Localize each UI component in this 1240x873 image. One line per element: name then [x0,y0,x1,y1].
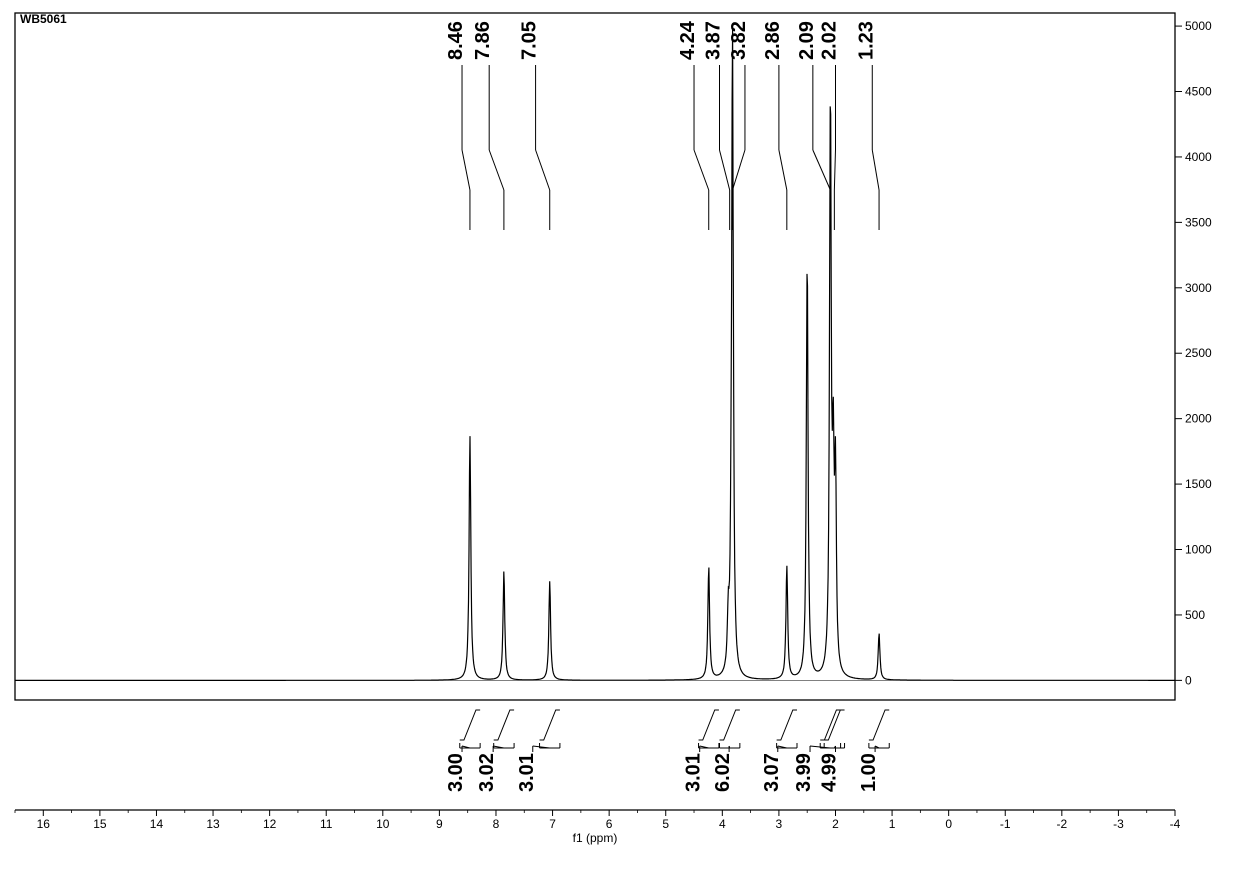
x-tick-label: 6 [606,817,613,831]
svg-text:7.05: 7.05 [519,21,541,60]
integral-curve [869,710,889,740]
x-tick-label: -3 [1113,817,1124,831]
y-tick-label: 2500 [1185,346,1212,360]
svg-text:3.99: 3.99 [793,753,815,792]
y-tick-label: 3500 [1185,215,1212,229]
x-tick-label: 14 [150,817,164,831]
svg-text:2.09: 2.09 [796,21,818,60]
spectrum-trace [15,29,1175,680]
svg-text:2.86: 2.86 [762,21,784,60]
svg-text:6.02: 6.02 [712,753,734,792]
svg-text:3.82: 3.82 [728,21,750,60]
peak-ppm-label: 3.82 [728,21,750,60]
svg-text:4.99: 4.99 [818,753,840,792]
svg-text:3.00: 3.00 [445,753,467,792]
x-tick-label: 0 [945,817,952,831]
peak-ppm-label: 4.24 [677,20,699,60]
y-tick-label: 500 [1185,608,1205,622]
x-tick-label: 5 [662,817,669,831]
integral-curve [460,710,480,740]
svg-text:2.02: 2.02 [818,21,840,60]
svg-text:3.07: 3.07 [761,753,783,792]
integration-label: 1.00 [858,753,880,792]
svg-text:3.01: 3.01 [516,753,538,792]
svg-text:7.86: 7.86 [472,21,494,60]
x-tick-label: 16 [37,817,51,831]
peak-ppm-label: 1.23 [855,21,877,60]
svg-text:3.87: 3.87 [702,21,724,60]
x-tick-label: 15 [93,817,107,831]
integration-label: 3.02 [476,753,498,792]
integral-curve [494,710,514,740]
y-tick-label: 1000 [1185,543,1212,557]
x-tick-label: -1 [1000,817,1011,831]
x-tick-label: -2 [1056,817,1067,831]
integral-curve [777,710,797,740]
x-tick-label: 3 [776,817,783,831]
y-tick-label: 0 [1185,673,1192,687]
x-tick-label: 8 [493,817,500,831]
integration-label: 4.99 [818,753,840,792]
peak-ppm-label: 2.02 [818,21,840,60]
peak-ppm-label: 7.05 [519,21,541,60]
svg-text:3.02: 3.02 [476,753,498,792]
integration-label: 3.00 [445,753,467,792]
y-tick-label: 3000 [1185,281,1212,295]
integral-curve [699,710,719,740]
x-tick-label: 11 [320,817,333,831]
x-tick-label: 13 [206,817,220,831]
svg-text:8.46: 8.46 [445,21,467,60]
plot-frame [15,13,1175,700]
peak-ppm-label: 2.86 [762,21,784,60]
svg-text:1.00: 1.00 [858,753,880,792]
y-tick-label: 4500 [1185,85,1212,99]
integration-label: 3.01 [683,753,705,792]
integration-label: 3.07 [761,753,783,792]
svg-text:4.24: 4.24 [677,20,699,60]
integral-curve [719,710,739,740]
peak-ppm-label: 7.86 [472,21,494,60]
x-tick-label: 10 [376,817,390,831]
x-tick-label: -4 [1170,817,1181,831]
integration-label: 6.02 [712,753,734,792]
x-tick-label: 7 [549,817,556,831]
peak-ppm-label: 2.09 [796,21,818,60]
y-tick-label: 1500 [1185,477,1212,491]
integration-label: 3.01 [516,753,538,792]
sample-id-label: WB5061 [20,12,67,26]
x-tick-label: 12 [263,817,277,831]
svg-text:1.23: 1.23 [855,21,877,60]
x-axis-label: f1 (ppm) [573,831,618,845]
x-tick-label: 1 [889,817,896,831]
integral-curve [540,710,560,740]
x-tick-label: 9 [436,817,443,831]
y-tick-label: 4000 [1185,150,1212,164]
peak-ppm-label: 8.46 [445,21,467,60]
peak-ppm-label: 3.87 [702,21,724,60]
y-tick-label: 5000 [1185,19,1212,33]
y-tick-label: 2000 [1185,412,1212,426]
x-tick-label: 4 [719,817,726,831]
x-tick-label: 2 [832,817,839,831]
nmr-spectrum: 0 500 1000 1500 2000 2500 3000 3500 4000 4500 5000… [0,0,1240,873]
integration-label: 3.99 [793,753,815,792]
svg-text:3.01: 3.01 [683,753,705,792]
